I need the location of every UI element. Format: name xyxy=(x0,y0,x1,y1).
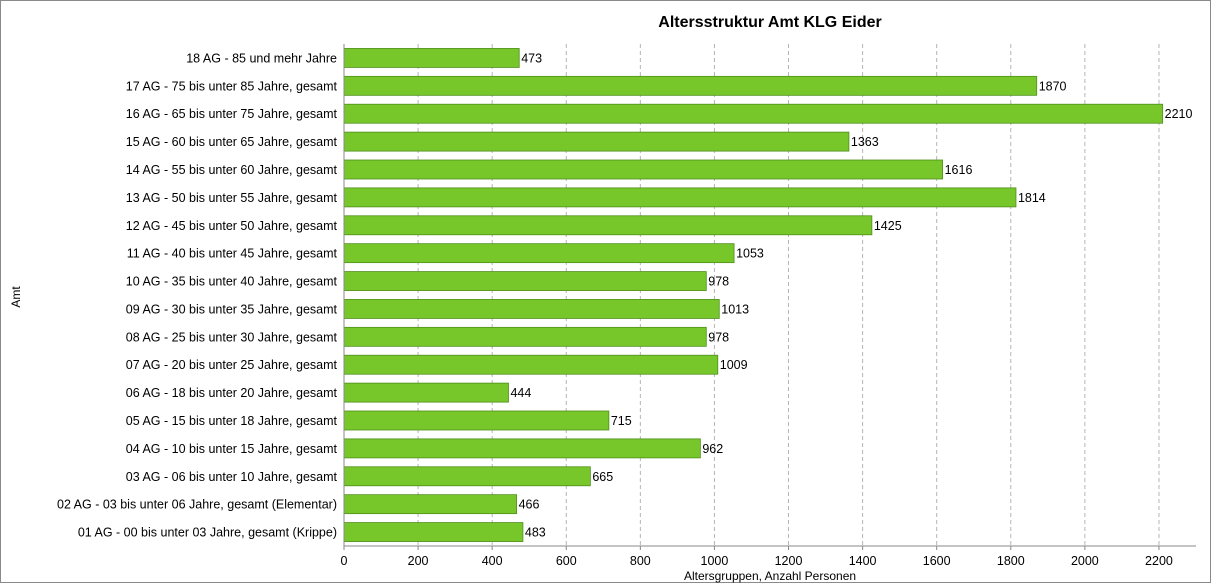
bar xyxy=(343,466,591,487)
value-label: 1616 xyxy=(945,163,973,177)
value-label: 466 xyxy=(519,498,540,512)
category-label: 17 AG - 75 bis unter 85 Jahre, gesamt xyxy=(126,79,338,93)
value-label: 962 xyxy=(702,442,723,456)
value-label: 665 xyxy=(592,470,613,484)
value-label: 715 xyxy=(611,414,632,428)
bar xyxy=(343,271,707,291)
category-label: 16 AG - 65 bis unter 75 Jahre, gesamt xyxy=(126,107,338,121)
x-tick-label: 1800 xyxy=(997,554,1025,568)
bars xyxy=(343,48,1164,542)
value-label: 1425 xyxy=(874,219,902,233)
category-label: 06 AG - 18 bis unter 20 Jahre, gesamt xyxy=(126,386,338,400)
category-label: 10 AG - 35 bis unter 40 Jahre, gesamt xyxy=(126,275,338,289)
value-label: 1870 xyxy=(1039,79,1067,93)
bar xyxy=(343,131,850,152)
x-tick-label: 600 xyxy=(556,554,577,568)
x-tick-label: 2200 xyxy=(1145,554,1173,568)
category-label: 13 AG - 50 bis unter 55 Jahre, gesamt xyxy=(126,191,338,205)
bar xyxy=(343,187,1017,208)
category-label: 09 AG - 30 bis unter 35 Jahre, gesamt xyxy=(126,302,338,316)
y-axis-label: Amt xyxy=(9,286,23,308)
x-tick-label: 800 xyxy=(630,554,651,568)
value-label: 1009 xyxy=(720,358,748,372)
category-label: 15 AG - 60 bis unter 65 Jahre, gesamt xyxy=(126,135,338,149)
category-label: 07 AG - 20 bis unter 25 Jahre, gesamt xyxy=(126,358,338,372)
category-labels: 18 AG - 85 und mehr Jahre 17 AG - 75 bis … xyxy=(57,51,338,539)
bar xyxy=(343,382,509,403)
value-label: 978 xyxy=(708,330,729,344)
x-tick-label: 1400 xyxy=(849,554,877,568)
bar xyxy=(343,103,1164,124)
value-label: 1053 xyxy=(736,247,764,261)
bar xyxy=(343,299,720,319)
bar xyxy=(343,522,524,542)
x-tick-label: 2000 xyxy=(1071,554,1099,568)
value-label: 1363 xyxy=(851,135,879,149)
category-label: 02 AG - 03 bis unter 06 Jahre, gesamt (E… xyxy=(57,498,337,512)
x-tick-label: 400 xyxy=(482,554,503,568)
bar xyxy=(343,243,735,264)
x-tick-label: 1600 xyxy=(923,554,951,568)
value-label: 483 xyxy=(525,526,546,540)
category-label: 04 AG - 10 bis unter 15 Jahre, gesamt xyxy=(126,442,338,456)
bar xyxy=(343,410,610,431)
x-axis-label: Altersgruppen, Anzahl Personen xyxy=(684,569,856,583)
x-axis-ticks: 0 200 400 600 800 1000 1200 1400 1600 1800 2000 220… xyxy=(341,546,1173,568)
bar xyxy=(343,326,707,347)
category-label: 08 AG - 25 bis unter 30 Jahre, gesamt xyxy=(126,330,338,344)
category-label: 12 AG - 45 bis unter 50 Jahre, gesamt xyxy=(126,219,338,233)
value-label: 1013 xyxy=(721,302,749,316)
category-label: 03 AG - 06 bis unter 10 Jahre, gesamt xyxy=(126,470,338,484)
value-labels: 473 1870 2210 1363 1616 1814 1425 1053 978 1013 97… xyxy=(510,51,1192,539)
bar xyxy=(343,48,520,68)
bar xyxy=(343,438,701,459)
category-label: 18 AG - 85 und mehr Jahre xyxy=(186,51,337,65)
category-label: 01 AG - 00 bis unter 03 Jahre, gesamt (K… xyxy=(78,526,337,540)
x-tick-label: 0 xyxy=(341,554,348,568)
value-label: 2210 xyxy=(1165,107,1193,121)
bar xyxy=(343,159,944,180)
bar xyxy=(343,354,719,375)
bar xyxy=(343,75,1038,96)
x-tick-label: 200 xyxy=(408,554,429,568)
bar xyxy=(343,215,873,236)
value-label: 444 xyxy=(510,386,531,400)
x-tick-label: 1200 xyxy=(775,554,803,568)
category-label: 14 AG - 55 bis unter 60 Jahre, gesamt xyxy=(126,163,338,177)
chart-title: Altersstruktur Amt KLG Eider xyxy=(658,14,881,31)
value-label: 1814 xyxy=(1018,191,1046,205)
value-label: 473 xyxy=(521,51,542,65)
category-label: 05 AG - 15 bis unter 18 Jahre, gesamt xyxy=(126,414,338,428)
x-tick-label: 1000 xyxy=(701,554,729,568)
value-label: 978 xyxy=(708,275,729,289)
category-label: 11 AG - 40 bis unter 45 Jahre, gesamt xyxy=(127,247,338,261)
bar xyxy=(343,494,518,515)
